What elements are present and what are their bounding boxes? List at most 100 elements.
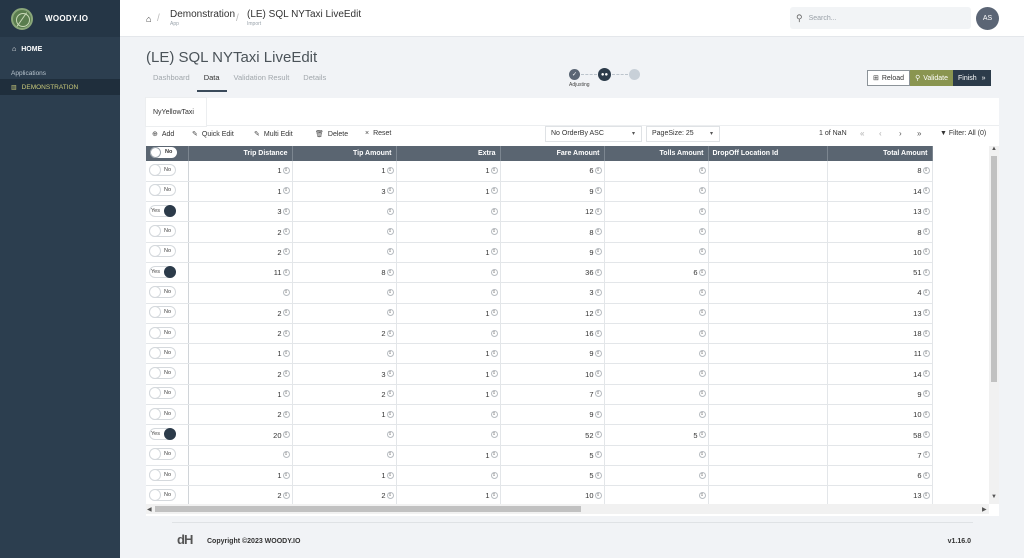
spinner-icon[interactable]: ⇕: [282, 228, 290, 236]
spinner-icon[interactable]: ⇕: [386, 349, 394, 357]
scroll-up-icon[interactable]: ▲: [991, 146, 997, 152]
cell-trip-distance[interactable]: 2 ⇕: [188, 363, 293, 385]
cell-fare-amount[interactable]: 12 ⇕: [500, 201, 605, 223]
cell-tolls-amount[interactable]: ⇕: [604, 161, 709, 182]
cell-tip-amount[interactable]: ⇕: [292, 445, 397, 466]
spinner-icon[interactable]: ⇕: [386, 451, 394, 459]
spinner-icon[interactable]: ⇕: [594, 288, 602, 296]
spinner-icon[interactable]: ⇕: [282, 329, 290, 337]
toggle-switch[interactable]: No: [149, 488, 176, 501]
cell-extra[interactable]: ⇕: [396, 262, 501, 284]
cell-trip-distance[interactable]: 1 ⇕: [188, 465, 293, 487]
spinner-icon[interactable]: ⇕: [922, 349, 930, 357]
spinner-icon[interactable]: ⇕: [698, 370, 706, 378]
scroll-left-icon[interactable]: ◀: [147, 507, 152, 513]
cell-extra[interactable]: ⇕: [396, 465, 501, 487]
cell-trip-distance[interactable]: 2 ⇕: [188, 242, 293, 263]
reset-button[interactable]: × Reset: [365, 130, 391, 137]
toggle-switch[interactable]: No: [149, 285, 176, 298]
cell-tip-amount[interactable]: 2 ⇕: [292, 384, 397, 406]
toggle-switch[interactable]: No: [150, 147, 177, 158]
toggle-switch[interactable]: No: [149, 387, 176, 400]
horizontal-scrollbar[interactable]: ◀ ▶: [146, 504, 989, 514]
spinner-icon[interactable]: ⇕: [386, 370, 394, 378]
spinner-icon[interactable]: ⇕: [282, 451, 290, 459]
toggle-switch[interactable]: No: [149, 326, 176, 339]
spinner-icon[interactable]: ⇕: [698, 349, 706, 357]
cell-total-amount[interactable]: 18 ⇕: [827, 323, 933, 345]
spinner-icon[interactable]: ⇕: [282, 248, 290, 256]
cell-extra[interactable]: ⇕: [396, 323, 501, 345]
breadcrumb-app[interactable]: Demonstration App: [170, 9, 235, 27]
spinner-icon[interactable]: ⇕: [594, 207, 602, 215]
cell-tip-amount[interactable]: 3 ⇕: [292, 363, 397, 385]
cell-fare-amount[interactable]: 5 ⇕: [500, 445, 605, 466]
cell-trip-distance[interactable]: 1 ⇕: [188, 161, 293, 182]
cell-extra[interactable]: 1 ⇕: [396, 445, 501, 466]
search-input[interactable]: [808, 14, 959, 22]
spinner-icon[interactable]: ⇕: [594, 329, 602, 337]
cell-tolls-amount[interactable]: ⇕: [604, 485, 709, 507]
add-button[interactable]: ⊕ Add: [152, 130, 174, 139]
spinner-icon[interactable]: ⇕: [490, 187, 498, 195]
cell-tolls-amount[interactable]: ⇕: [604, 384, 709, 406]
cell-extra[interactable]: 1 ⇕: [396, 343, 501, 365]
tab-validation-result[interactable]: Validation Result: [233, 73, 290, 82]
cell-dropoff-location-id[interactable]: [708, 161, 828, 182]
scrollbar-thumb[interactable]: [155, 506, 581, 512]
spinner-icon[interactable]: ⇕: [922, 187, 930, 195]
toggle-switch[interactable]: Yes: [149, 265, 176, 278]
spinner-icon[interactable]: ⇕: [282, 390, 290, 398]
scroll-down-icon[interactable]: ▼: [991, 494, 997, 500]
spinner-icon[interactable]: ⇕: [490, 248, 498, 256]
cell-tip-amount[interactable]: ⇕: [292, 282, 397, 304]
spinner-icon[interactable]: ⇕: [698, 288, 706, 296]
cell-trip-distance[interactable]: ⇕: [188, 282, 293, 304]
cell-tolls-amount[interactable]: ⇕: [604, 363, 709, 385]
cell-trip-distance[interactable]: 1 ⇕: [188, 384, 293, 406]
cell-trip-distance[interactable]: 2 ⇕: [188, 303, 293, 324]
spinner-icon[interactable]: ⇕: [698, 207, 706, 215]
cell-fare-amount[interactable]: 10 ⇕: [500, 485, 605, 507]
tab-nyyellowtaxi[interactable]: NyYellowTaxi: [146, 98, 206, 126]
spinner-icon[interactable]: ⇕: [282, 471, 290, 479]
cell-fare-amount[interactable]: 3 ⇕: [500, 282, 605, 304]
select-all-toggle[interactable]: No: [146, 146, 189, 161]
toggle-switch[interactable]: No: [149, 346, 176, 359]
spinner-icon[interactable]: ⇕: [922, 228, 930, 236]
cell-trip-distance[interactable]: 2 ⇕: [188, 323, 293, 345]
cell-trip-distance[interactable]: 2 ⇕: [188, 404, 293, 426]
spinner-icon[interactable]: ⇕: [282, 370, 290, 378]
spinner-icon[interactable]: ⇕: [594, 370, 602, 378]
cell-dropoff-location-id[interactable]: [708, 303, 828, 324]
spinner-icon[interactable]: ⇕: [490, 410, 498, 418]
spinner-icon[interactable]: ⇕: [594, 268, 602, 276]
spinner-icon[interactable]: ⇕: [490, 268, 498, 276]
spinner-icon[interactable]: ⇕: [282, 349, 290, 357]
home-icon[interactable]: ⌂: [146, 14, 152, 24]
spinner-icon[interactable]: ⇕: [698, 187, 706, 195]
spinner-icon[interactable]: ⇕: [282, 410, 290, 418]
cell-tolls-amount[interactable]: 6 ⇕: [604, 262, 709, 284]
toggle-switch[interactable]: No: [149, 225, 176, 238]
cell-tolls-amount[interactable]: ⇕: [604, 181, 709, 203]
spinner-icon[interactable]: ⇕: [386, 309, 394, 317]
spinner-icon[interactable]: ⇕: [490, 370, 498, 378]
scrollbar-thumb[interactable]: [991, 156, 997, 382]
delete-button[interactable]: 🗑 Delete: [315, 130, 348, 139]
spinner-icon[interactable]: ⇕: [386, 248, 394, 256]
cell-total-amount[interactable]: 10 ⇕: [827, 242, 933, 263]
spinner-icon[interactable]: ⇕: [698, 410, 706, 418]
cell-dropoff-location-id[interactable]: [708, 343, 828, 365]
cell-tip-amount[interactable]: 8 ⇕: [292, 262, 397, 284]
cell-tip-amount[interactable]: 3 ⇕: [292, 181, 397, 203]
spinner-icon[interactable]: ⇕: [490, 491, 498, 499]
spinner-icon[interactable]: ⇕: [490, 288, 498, 296]
toggle-switch[interactable]: Yes: [149, 204, 176, 217]
column-header-extra[interactable]: Extra: [396, 146, 501, 161]
cell-trip-distance[interactable]: 1 ⇕: [188, 181, 293, 203]
spinner-icon[interactable]: ⇕: [594, 166, 602, 174]
cell-fare-amount[interactable]: 9 ⇕: [500, 343, 605, 365]
cell-tip-amount[interactable]: ⇕: [292, 303, 397, 324]
toggle-switch[interactable]: No: [149, 306, 176, 319]
